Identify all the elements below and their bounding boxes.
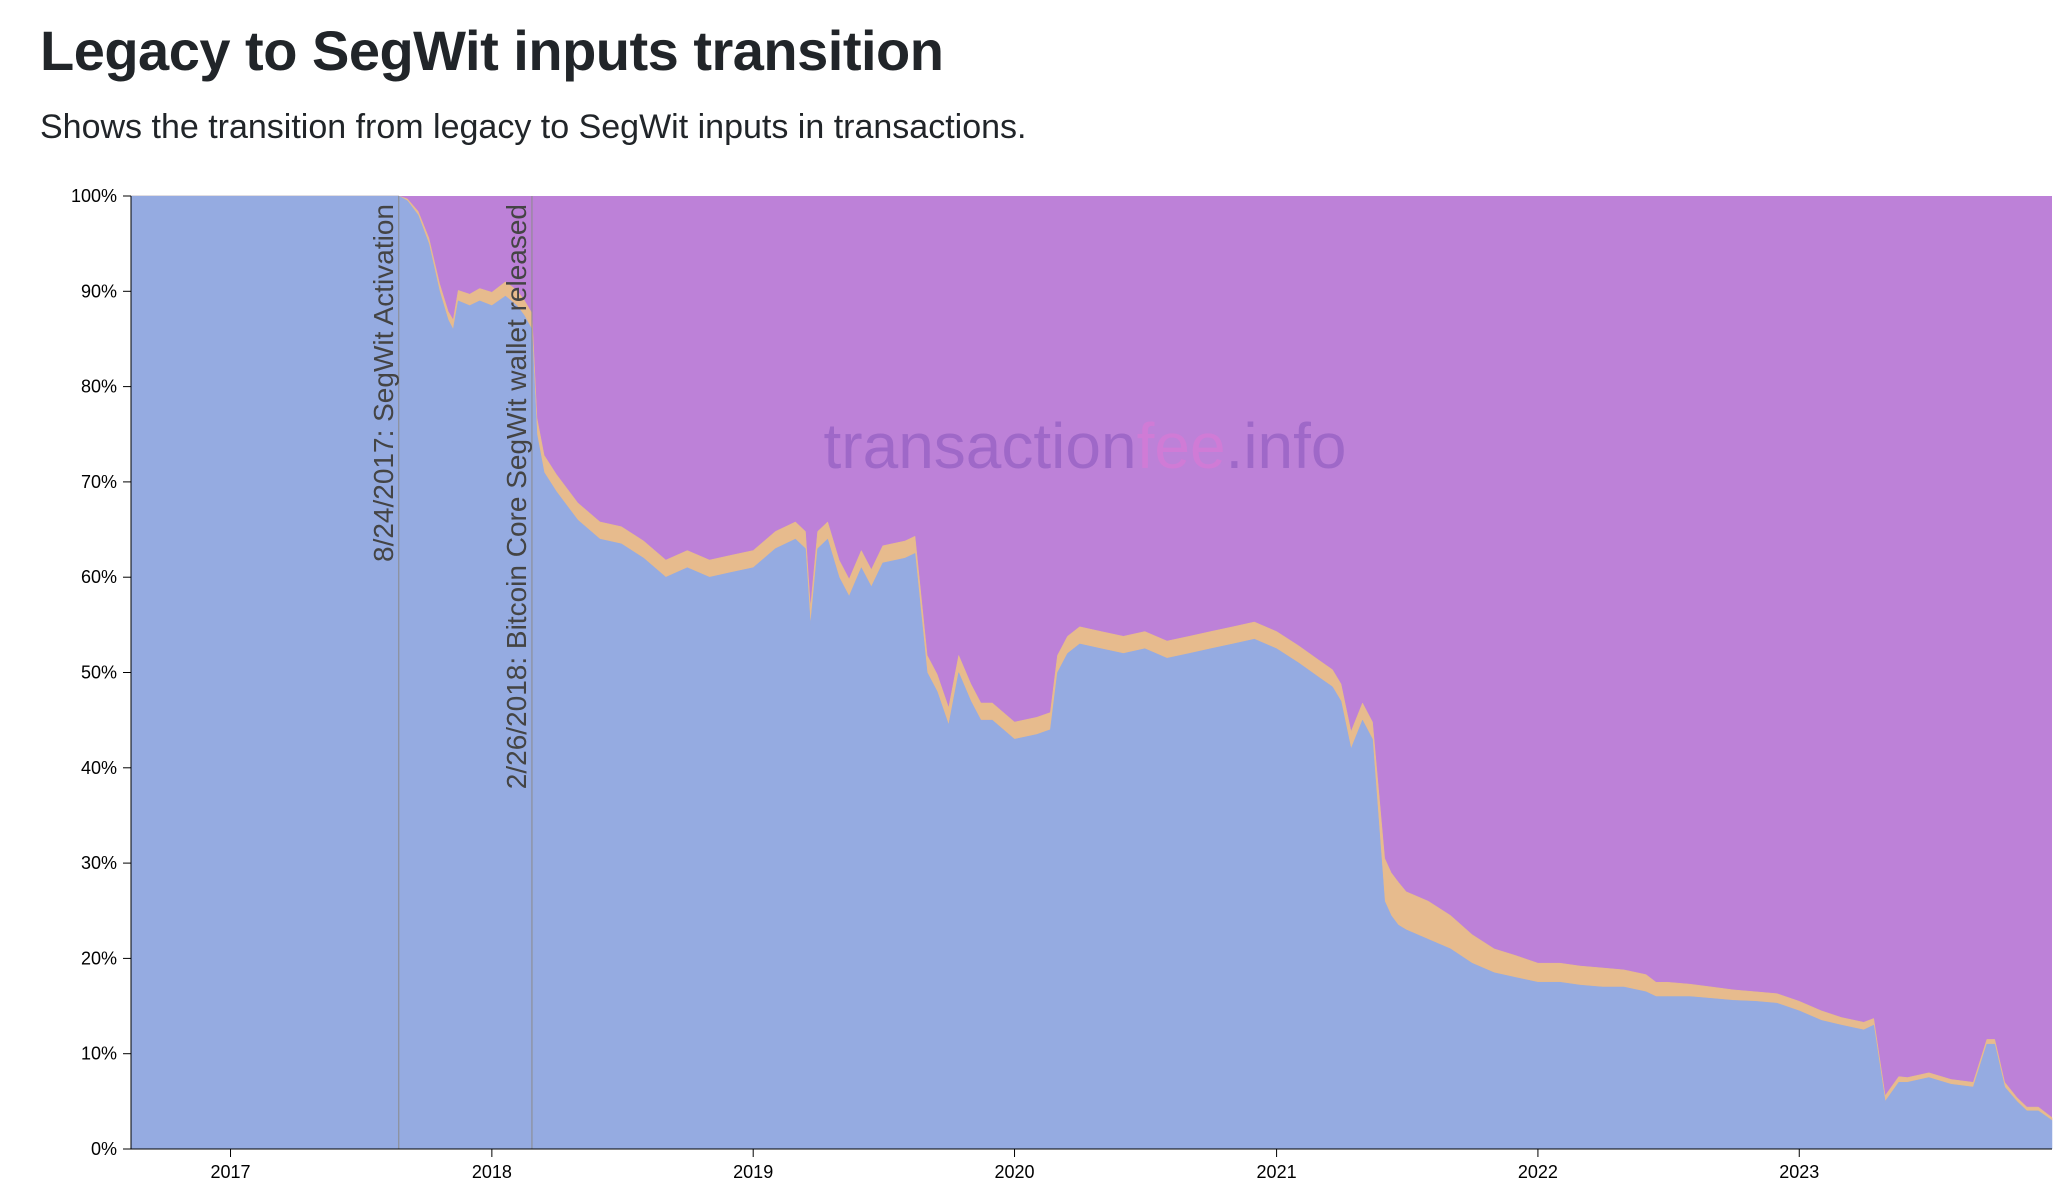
y-tick-label-5: 50% xyxy=(81,663,117,683)
annotation-label-1: 8/24/2017: SegWit Activation xyxy=(368,204,399,562)
x-tick-label-2022: 2022 xyxy=(1518,1162,1558,1178)
y-tick-label-2: 20% xyxy=(81,948,117,968)
annotation-label-2: 2/26/2018: Bitcoin Core SegWit wallet re… xyxy=(501,204,532,789)
y-tick-label-10: 100% xyxy=(71,186,117,206)
y-tick-label-8: 80% xyxy=(81,377,117,397)
chart-container: transactionfee.info 8/24/2017: SegWit Ac… xyxy=(0,160,2068,1178)
watermark-part-info: .info xyxy=(1226,410,1347,482)
y-tick-label-0: 0% xyxy=(91,1139,117,1159)
x-tick-label-2019: 2019 xyxy=(733,1162,773,1178)
y-tick-label-7: 70% xyxy=(81,472,117,492)
x-tick-label-2021: 2021 xyxy=(1257,1162,1297,1178)
y-tick-label-4: 40% xyxy=(81,758,117,778)
x-tick-label-2018: 2018 xyxy=(472,1162,512,1178)
y-axis: 0% 10% 20% 30% 40% 50% 60% 70% 80% 90% 100% xyxy=(71,186,132,1159)
watermark-part-transaction: transaction xyxy=(824,410,1137,482)
page-subtitle: Shows the transition from legacy to SegW… xyxy=(40,108,1027,146)
watermark: transactionfee.info xyxy=(824,410,1347,482)
y-tick-label-9: 90% xyxy=(81,281,117,301)
y-tick-label-1: 10% xyxy=(81,1044,117,1064)
x-axis: 2017 2018 2019 2020 2021 2022 2023 xyxy=(131,1148,2052,1178)
annotations: 8/24/2017: SegWit Activation 2/26/2018: B… xyxy=(368,196,533,1149)
watermark-part-fee: fee xyxy=(1137,410,1226,482)
y-tick-label-3: 30% xyxy=(81,853,117,873)
page-title: Legacy to SegWit inputs transition xyxy=(40,19,944,82)
y-tick-label-6: 60% xyxy=(81,567,117,587)
segwit-transition-chart: transactionfee.info 8/24/2017: SegWit Ac… xyxy=(71,186,2053,1178)
x-tick-label-2020: 2020 xyxy=(995,1162,1035,1178)
x-tick-label-2023: 2023 xyxy=(1779,1162,1819,1178)
chart-areas xyxy=(130,195,2053,1150)
x-tick-label-2017: 2017 xyxy=(210,1162,250,1178)
